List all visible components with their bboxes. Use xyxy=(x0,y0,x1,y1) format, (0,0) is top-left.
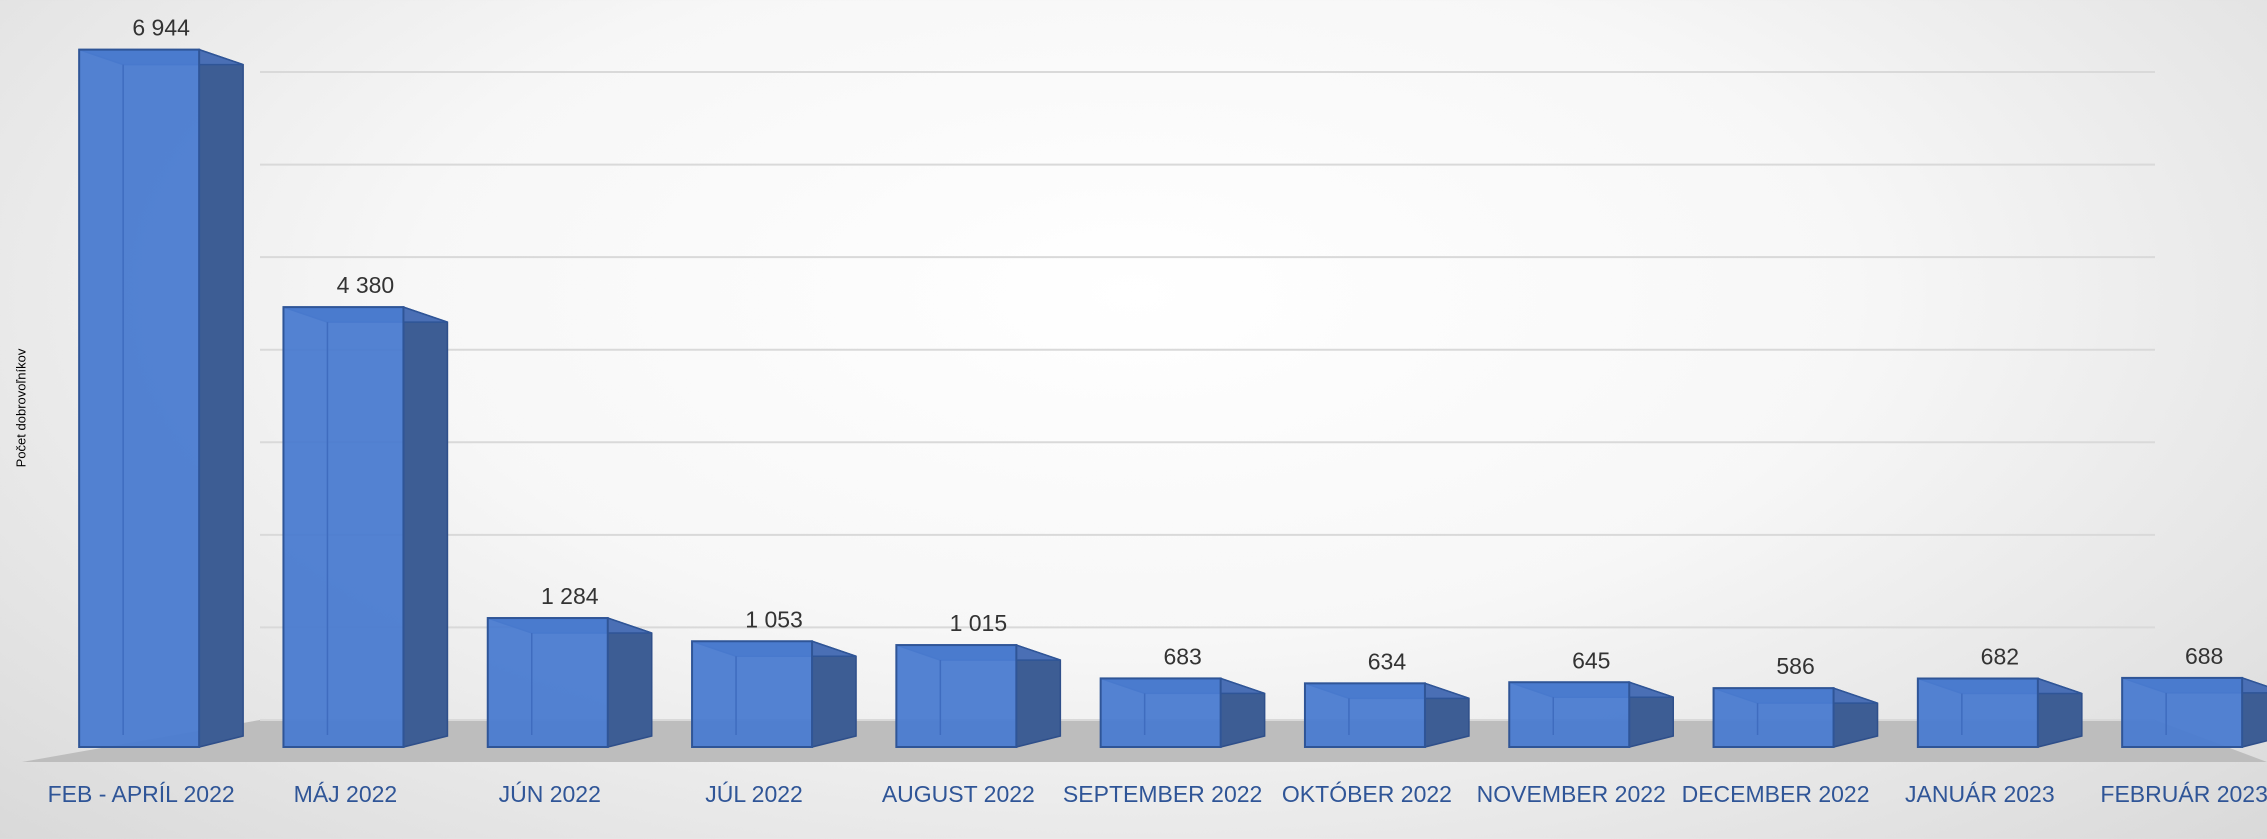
bar-front xyxy=(282,306,405,748)
bar-front xyxy=(486,617,609,749)
x-tick-label: MÁJ 2022 xyxy=(293,781,398,807)
x-tick-label: JANUÁR 2023 xyxy=(1905,781,2055,807)
x-tick-label: DECEMBER 2022 xyxy=(1681,781,1870,807)
bar xyxy=(1916,677,2083,748)
data-label: 4 380 xyxy=(337,272,395,298)
x-tick-label: SEPTEMBER 2022 xyxy=(1062,781,1263,807)
bar xyxy=(1712,687,1879,749)
bar-front xyxy=(895,644,1018,748)
bar xyxy=(1099,677,1266,748)
data-label: 683 xyxy=(1163,643,1201,669)
x-tick-label: NOVEMBER 2022 xyxy=(1476,781,1666,807)
data-label: 1 053 xyxy=(745,606,803,632)
data-label: 634 xyxy=(1368,648,1407,674)
bar-side xyxy=(198,48,244,748)
x-tick-label: AUGUST 2022 xyxy=(881,781,1035,807)
bar-side xyxy=(607,617,653,748)
bar xyxy=(895,644,1062,748)
x-tick-label: OKTÓBER 2022 xyxy=(1281,781,1452,807)
bar-side xyxy=(811,640,857,748)
x-tick-label: JÚL 2022 xyxy=(705,781,803,807)
data-label: 1 015 xyxy=(950,610,1008,636)
x-tick-label: FEB - APRÍL 2022 xyxy=(47,781,235,807)
bar-front xyxy=(1508,681,1631,748)
data-label: 586 xyxy=(1776,653,1814,679)
bar xyxy=(78,48,244,748)
bar xyxy=(282,306,449,748)
bar-front xyxy=(1916,677,2039,748)
data-label: 1 284 xyxy=(541,583,599,609)
bar-front xyxy=(78,48,201,748)
bar xyxy=(691,640,857,749)
bar-front xyxy=(2121,676,2244,749)
bar-front xyxy=(1303,682,1426,749)
bar xyxy=(2121,676,2267,749)
bar-front xyxy=(1099,677,1222,748)
data-label: 682 xyxy=(1981,644,2019,670)
y-axis-label: Počet dobrovoľníkov xyxy=(13,348,28,467)
data-label: 6 944 xyxy=(132,15,190,41)
bar xyxy=(486,617,653,749)
data-label: 688 xyxy=(2185,643,2223,669)
x-tick-label: JÚN 2022 xyxy=(498,781,601,807)
bar xyxy=(1303,682,1470,749)
bar-side xyxy=(402,306,449,748)
data-label: 645 xyxy=(1572,647,1610,673)
bar-front xyxy=(1712,687,1835,749)
x-tick-label: FEBRUÁR 2023 xyxy=(2100,781,2267,807)
bar xyxy=(1508,681,1674,748)
bar-front xyxy=(691,640,814,749)
